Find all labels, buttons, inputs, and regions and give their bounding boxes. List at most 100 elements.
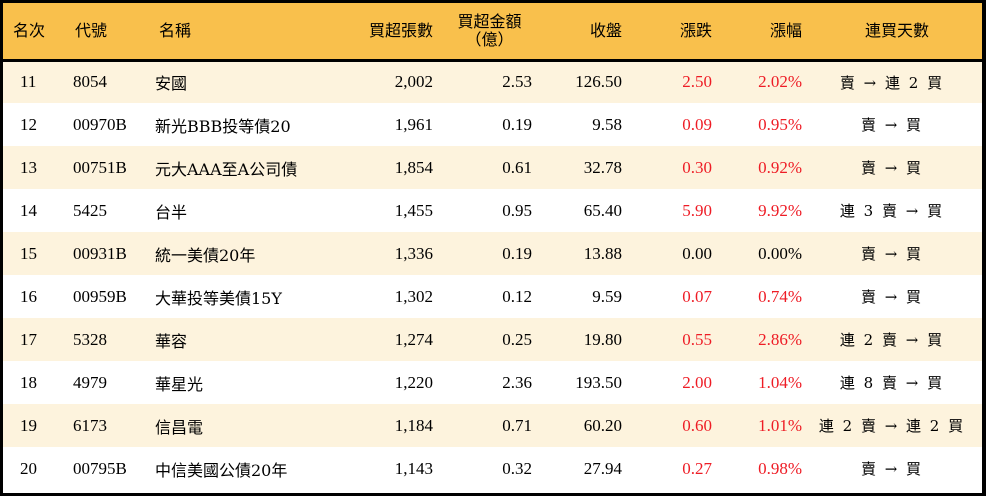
cell-code: 4979 (73, 372, 107, 392)
net-buy-ranking-table: 名次 代號 名稱 買超張數 買超金額 （億） 收盤 漲跌 漲幅 連買天數 11 … (3, 3, 982, 490)
table-row: 12 00970B 新光BBB投等債20 1,961 0.19 9.58 0.0… (3, 103, 982, 146)
cell-change: 0.30 (682, 157, 712, 177)
header-change-pct: 漲幅 (712, 3, 802, 62)
table-row: 20 00795B 中信美國公債20年 1,143 0.32 27.94 0.2… (3, 447, 982, 490)
cell-net-buy-amount: 0.12 (502, 286, 532, 306)
cell-rank: 16 (20, 286, 37, 306)
cell-close: 19.80 (583, 329, 622, 349)
cell-close: 13.88 (583, 243, 622, 263)
cell-net-buy-amount: 2.36 (502, 372, 532, 392)
cell-change: 0.09 (682, 114, 712, 134)
header-rank: 名次 (3, 3, 65, 62)
header-close: 收盤 (532, 3, 622, 62)
cell-code: 00795B (73, 458, 127, 478)
cell-change-pct: 0.74% (758, 286, 802, 306)
cell-net-buy-lots: 1,336 (394, 243, 433, 263)
cell-consecutive-days: 連 2 賣 → 買 (839, 331, 945, 349)
cell-change: 0.00 (682, 243, 712, 263)
cell-net-buy-amount: 0.32 (502, 458, 532, 478)
cell-close: 126.50 (575, 72, 622, 92)
cell-net-buy-lots: 1,455 (394, 200, 433, 220)
cell-consecutive-days: 連 8 賣 → 買 (839, 374, 945, 392)
cell-consecutive-days: 賣 → 連 2 買 (839, 73, 945, 92)
cell-close: 27.94 (583, 458, 622, 478)
cell-net-buy-amount: 0.25 (502, 329, 532, 349)
cell-consecutive-days: 賣 → 買 (860, 460, 924, 478)
cell-name: 統一美債20年 (155, 245, 256, 265)
header-change: 漲跌 (622, 3, 712, 62)
cell-name: 大華投等美債15Y (155, 288, 282, 308)
cell-rank: 15 (20, 243, 37, 263)
cell-net-buy-lots: 1,184 (394, 415, 433, 435)
cell-net-buy-lots: 1,143 (394, 458, 433, 478)
cell-change-pct: 0.98% (758, 458, 802, 478)
cell-code: 00751B (73, 157, 127, 177)
cell-name: 元大AAA至A公司債 (155, 159, 298, 179)
cell-net-buy-lots: 1,961 (394, 114, 433, 134)
cell-close: 65.40 (583, 200, 622, 220)
table-body: 11 8054 安國 2,002 2.53 126.50 2.50 2.02% … (3, 60, 982, 490)
cell-change: 2.50 (682, 72, 712, 92)
cell-name: 台半 (155, 202, 188, 222)
cell-net-buy-amount: 0.95 (502, 200, 532, 220)
cell-consecutive-days: 賣 → 買 (860, 288, 924, 306)
cell-rank: 17 (20, 329, 37, 349)
table-row: 16 00959B 大華投等美債15Y 1,302 0.12 9.59 0.07… (3, 275, 982, 318)
header-row: 名次 代號 名稱 買超張數 買超金額 （億） 收盤 漲跌 漲幅 連買天數 (3, 3, 982, 62)
cell-consecutive-days: 賣 → 買 (860, 245, 924, 263)
table-header: 名次 代號 名稱 買超張數 買超金額 （億） 收盤 漲跌 漲幅 連買天數 (3, 3, 982, 62)
cell-change: 2.00 (682, 372, 712, 392)
cell-name: 華容 (155, 331, 188, 351)
cell-code: 00959B (73, 286, 127, 306)
table-row: 11 8054 安國 2,002 2.53 126.50 2.50 2.02% … (3, 60, 982, 103)
cell-rank: 11 (20, 72, 37, 92)
cell-code: 5425 (73, 200, 107, 220)
cell-name: 華星光 (155, 374, 204, 394)
cell-close: 9.58 (592, 114, 622, 134)
cell-net-buy-lots: 1,854 (394, 157, 433, 177)
header-code: 代號 (65, 3, 149, 62)
cell-change: 0.27 (682, 458, 712, 478)
cell-change-pct: 1.01% (758, 415, 802, 435)
cell-change-pct: 1.04% (758, 372, 802, 392)
cell-name: 中信美國公債20年 (155, 460, 288, 480)
cell-change: 0.07 (682, 286, 712, 306)
table-row: 14 5425 台半 1,455 0.95 65.40 5.90 9.92% 連… (3, 189, 982, 232)
header-name: 名稱 (149, 3, 319, 62)
table-row: 15 00931B 統一美債20年 1,336 0.19 13.88 0.00 … (3, 232, 982, 275)
cell-net-buy-amount: 0.71 (502, 415, 532, 435)
cell-code: 8054 (73, 72, 107, 92)
cell-close: 60.20 (583, 415, 622, 435)
cell-change-pct: 9.92% (758, 200, 802, 220)
header-net-buy-amount-line2: （億） (465, 29, 514, 49)
cell-change-pct: 0.92% (758, 157, 802, 177)
cell-rank: 14 (20, 200, 37, 220)
cell-change-pct: 2.86% (758, 329, 802, 349)
cell-name: 新光BBB投等債20 (155, 116, 291, 136)
cell-consecutive-days: 連 3 賣 → 買 (839, 202, 945, 220)
cell-change: 0.55 (682, 329, 712, 349)
cell-code: 6173 (73, 415, 107, 435)
cell-rank: 12 (20, 114, 37, 134)
cell-consecutive-days: 連 2 賣 → 連 2 買 (818, 417, 966, 435)
cell-net-buy-amount: 0.19 (502, 243, 532, 263)
table-row: 18 4979 華星光 1,220 2.36 193.50 2.00 1.04%… (3, 361, 982, 404)
cell-consecutive-days: 賣 → 買 (860, 116, 924, 134)
cell-net-buy-amount: 0.19 (502, 114, 532, 134)
cell-consecutive-days: 賣 → 買 (860, 159, 924, 177)
cell-close: 32.78 (583, 157, 622, 177)
cell-change-pct: 0.95% (758, 114, 802, 134)
cell-name: 信昌電 (155, 417, 204, 437)
table-row: 13 00751B 元大AAA至A公司債 1,854 0.61 32.78 0.… (3, 146, 982, 189)
cell-net-buy-amount: 2.53 (502, 72, 532, 92)
cell-net-buy-lots: 1,302 (394, 286, 433, 306)
cell-change-pct: 0.00% (758, 243, 802, 263)
cell-close: 9.59 (592, 286, 622, 306)
header-net-buy-lots: 買超張數 (319, 3, 433, 62)
cell-change-pct: 2.02% (758, 72, 802, 92)
header-net-buy-amount-line1: 買超金額 (457, 11, 522, 31)
header-net-buy-amount: 買超金額 （億） (433, 3, 532, 62)
cell-change: 5.90 (682, 200, 712, 220)
cell-name: 安國 (155, 74, 188, 94)
